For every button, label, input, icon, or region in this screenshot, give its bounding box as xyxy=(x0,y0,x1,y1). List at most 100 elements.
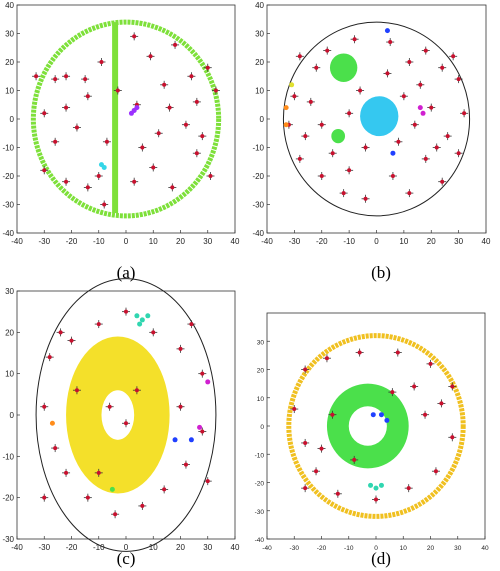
y-tick-label: 20 xyxy=(5,58,14,67)
y-tick-label: -10 xyxy=(2,144,14,153)
small-cluster-point xyxy=(420,110,426,116)
noise-point xyxy=(62,72,71,81)
noise-point xyxy=(198,369,207,378)
noise-point xyxy=(405,58,414,66)
x-tick-label: -40 xyxy=(262,545,272,552)
noise-point xyxy=(94,468,103,477)
noise-point xyxy=(40,109,49,118)
noise-point xyxy=(181,460,190,469)
noise-point xyxy=(94,320,103,329)
noise-point xyxy=(176,402,185,411)
small-cluster-point xyxy=(139,317,145,323)
noise-point xyxy=(383,69,392,78)
noise-point xyxy=(160,80,169,89)
small-cluster-point xyxy=(373,485,379,491)
x-tick-label: 30 xyxy=(203,543,212,552)
x-tick-label: 30 xyxy=(454,237,463,246)
x-tick-label: -30 xyxy=(38,543,50,552)
noise-point xyxy=(427,103,436,112)
x-tick-label: 20 xyxy=(176,237,185,246)
small-cluster-point xyxy=(145,313,151,319)
y-tick-label: 40 xyxy=(5,1,14,10)
y-tick-label: 0 xyxy=(260,424,264,431)
noise-point xyxy=(40,402,49,411)
noise-point xyxy=(405,189,414,198)
small-cluster-point xyxy=(368,482,374,488)
noise-point xyxy=(426,359,435,368)
cluster-disc xyxy=(331,128,346,144)
small-cluster-point xyxy=(172,437,178,443)
y-tick-label: 10 xyxy=(5,370,14,379)
noise-point xyxy=(301,484,310,493)
x-tick-label: -20 xyxy=(316,237,328,246)
noise-point xyxy=(149,163,158,172)
noise-point xyxy=(322,354,331,363)
x-tick-label: 20 xyxy=(427,545,435,552)
x-tick-label: 10 xyxy=(149,543,158,552)
x-tick-label: 20 xyxy=(427,237,436,246)
noise-point xyxy=(62,103,71,112)
noise-point xyxy=(203,477,212,486)
chart-panel-4: -40 -30 -20 -10 0 10 20 30 40 -40 -30 -20 -10 0 10 20 30… xyxy=(255,312,489,568)
noise-point xyxy=(421,46,430,55)
plot-frame xyxy=(16,4,236,234)
small-cluster-point xyxy=(378,482,384,488)
noise-point xyxy=(181,120,190,129)
noise-point xyxy=(454,149,463,158)
y-tick-label: -20 xyxy=(2,172,14,181)
noise-point xyxy=(206,172,215,180)
x-tick-label: -40 xyxy=(11,543,23,552)
small-cluster-point xyxy=(384,417,390,423)
noise-point xyxy=(192,97,201,106)
panel-caption: (b) xyxy=(371,263,391,282)
y-tick-label: 10 xyxy=(257,396,265,403)
y-tick-label: -30 xyxy=(2,535,14,544)
noise-point xyxy=(67,336,76,345)
noise-point xyxy=(386,38,395,47)
noise-point xyxy=(355,348,364,357)
noise-point xyxy=(111,510,120,519)
noise-point xyxy=(350,455,359,464)
panel-caption: (c) xyxy=(117,549,136,568)
y-tick-label: -10 xyxy=(255,452,265,459)
noise-point xyxy=(345,109,354,118)
small-cluster-point xyxy=(283,122,289,128)
small-cluster-point xyxy=(134,313,140,319)
y-tick-label: -40 xyxy=(252,229,264,238)
small-cluster-point xyxy=(378,412,384,418)
noise-point xyxy=(421,410,430,419)
y-tick-label: 0 xyxy=(260,115,265,124)
noise-point xyxy=(317,172,326,180)
y-tick-label: -40 xyxy=(2,229,14,238)
vertical-cluster xyxy=(112,22,119,214)
small-cluster-point xyxy=(289,82,295,88)
x-tick-label: 10 xyxy=(399,237,408,246)
noise-point xyxy=(83,183,92,192)
y-tick-label: 30 xyxy=(5,287,14,296)
x-tick-label: -40 xyxy=(11,237,23,246)
noise-point xyxy=(399,92,408,101)
noise-point xyxy=(211,86,220,95)
noise-point xyxy=(290,92,299,101)
plot-frame xyxy=(266,312,486,540)
noise-point xyxy=(301,438,310,447)
noise-point xyxy=(62,468,71,477)
noise-point xyxy=(203,63,212,72)
noise-point xyxy=(361,143,370,152)
small-cluster-point xyxy=(283,105,289,111)
noise-point xyxy=(328,410,337,419)
noise-point xyxy=(372,495,380,504)
cluster-ring xyxy=(66,336,170,494)
noise-point xyxy=(301,132,310,141)
noise-point xyxy=(97,58,106,66)
x-tick-label: -30 xyxy=(289,237,301,246)
small-cluster-point xyxy=(205,379,211,385)
chart-panel-1: -40 -30 -20 -10 0 10 20 30 40 -40 -30 -20 -10 0 10 20 30… xyxy=(2,1,240,282)
noise-point xyxy=(130,32,139,41)
noise-point xyxy=(154,129,163,138)
small-cluster-point xyxy=(384,28,390,34)
x-tick-label: 20 xyxy=(176,543,185,552)
noise-point xyxy=(83,92,92,101)
